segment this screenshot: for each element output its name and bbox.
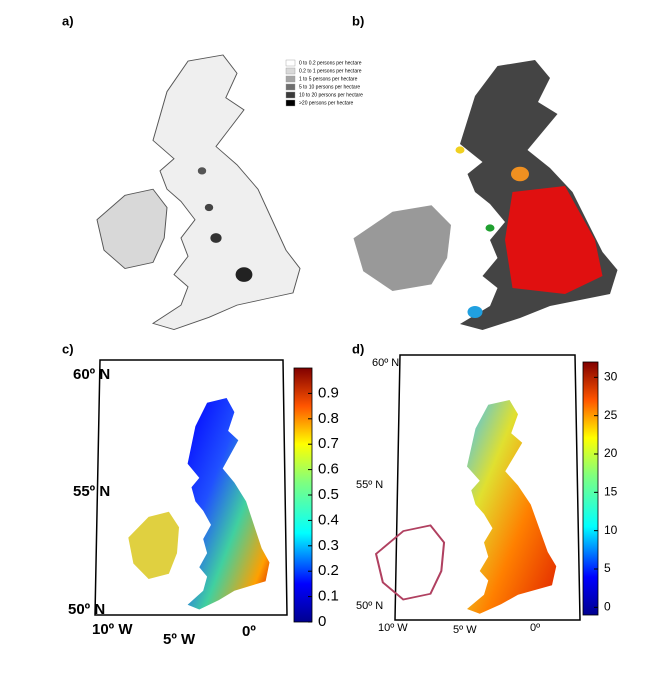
colorbar-tick-label: 10 xyxy=(604,523,618,537)
legend-swatch xyxy=(285,83,296,91)
map-b xyxy=(353,60,618,330)
map-a xyxy=(96,54,301,331)
colorbar-tick-label: 0 xyxy=(318,613,326,630)
colorbar-tick-label: 0.8 xyxy=(318,410,339,427)
colorbar: 0 5 10 15 20 25 30 xyxy=(582,361,618,616)
panel-label: d) xyxy=(352,341,364,356)
legend-swatch xyxy=(285,99,296,107)
colorbar-fill xyxy=(582,361,599,616)
colorbar-tick-label: 0.6 xyxy=(318,461,339,478)
lon-label: 0º xyxy=(242,623,256,640)
legend-text: 1 to 5 persons per hectare xyxy=(299,76,358,82)
colorbar-tick-label: 0.7 xyxy=(318,435,339,452)
colorbar-tick-label: 0 xyxy=(604,600,611,614)
lat-label: 60º N xyxy=(73,366,110,383)
colorbar: 0 0.1 0.2 0.3 0.4 0.5 0.6 0.7 0.8 0.9 xyxy=(293,367,339,630)
colorbar-tick-label: 15 xyxy=(604,485,618,499)
panel-label: a) xyxy=(62,13,74,28)
lat-label: 50º N xyxy=(356,600,383,612)
colorbar-tick-label: 20 xyxy=(604,446,618,460)
colorbar-tick-label: 0.4 xyxy=(318,511,339,528)
lon-label: 0º xyxy=(530,622,540,634)
colorbar-tick-label: 30 xyxy=(604,370,618,384)
panel-label: c) xyxy=(62,341,74,356)
colorbar-tick-label: 0.3 xyxy=(318,537,339,554)
legend-text: >20 persons per hectare xyxy=(299,100,354,106)
legend-swatch xyxy=(285,91,296,99)
legend-text: 5 to 10 persons per hectare xyxy=(299,84,360,90)
colorbar-tick-label: 25 xyxy=(604,408,618,422)
colorbar-tick-label: 0.1 xyxy=(318,588,339,605)
legend-text: 10 to 20 persons per hectare xyxy=(299,92,363,98)
colorbar-tick-label: 0.2 xyxy=(318,562,339,579)
legend-swatch xyxy=(285,67,296,75)
lat-label: 60º N xyxy=(372,357,399,369)
lat-label: 50º N xyxy=(68,601,105,618)
legend-swatch xyxy=(285,59,296,67)
legend-swatch xyxy=(285,75,296,83)
lat-label: 55º N xyxy=(356,479,383,491)
lon-label: 10º W xyxy=(92,621,133,638)
panel-label: b) xyxy=(352,13,364,28)
legend: 0 to 0.2 persons per hectare 0.2 to 1 per… xyxy=(285,59,363,107)
legend-text: 0.2 to 1 persons per hectare xyxy=(299,68,362,74)
lat-label: 55º N xyxy=(73,483,110,500)
legend-text: 0 to 0.2 persons per hectare xyxy=(299,60,362,66)
lon-label: 10º W xyxy=(378,622,408,634)
lon-label: 5º W xyxy=(163,631,196,648)
colorbar-tick-label: 0.5 xyxy=(318,486,339,503)
colorbar-tick-label: 0.9 xyxy=(318,384,339,401)
lon-label: 5º W xyxy=(453,624,477,636)
colorbar-tick-label: 5 xyxy=(604,561,611,575)
